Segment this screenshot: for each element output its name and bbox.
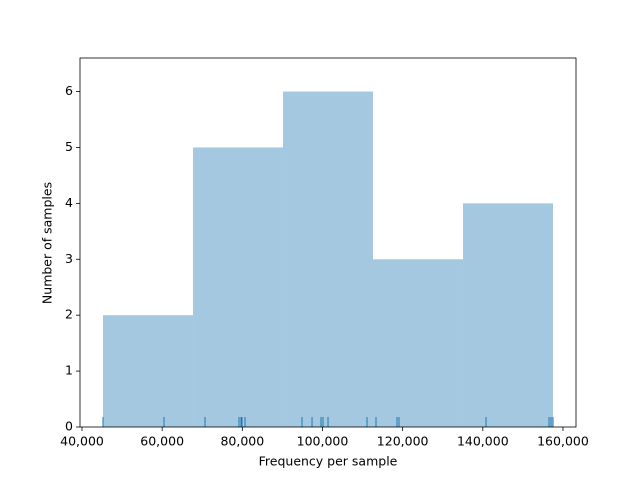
plot-frame (79, 57, 577, 428)
x-tick-label: 120,000 (377, 434, 429, 449)
y-tick-label: 4 (65, 195, 73, 210)
y-tick-label: 0 (65, 419, 73, 434)
x-tick-label: 40,000 (60, 434, 104, 449)
x-tick-label: 100,000 (297, 434, 349, 449)
bar (283, 91, 373, 427)
x-axis-label: Frequency per sample (259, 454, 398, 469)
x-tick-label: 140,000 (457, 434, 509, 449)
x-tick-label: 60,000 (140, 434, 184, 449)
bar (103, 315, 194, 427)
y-tick-label: 2 (65, 307, 73, 322)
bar (193, 147, 284, 428)
bar (463, 203, 554, 427)
y-tick-label: 1 (65, 363, 73, 378)
y-tick-label: 6 (65, 83, 73, 98)
y-tick-label: 3 (65, 251, 73, 266)
y-tick-label: 5 (65, 139, 73, 154)
bar (372, 259, 464, 427)
x-tick-label: 160,000 (537, 434, 589, 449)
x-tick-label: 80,000 (220, 434, 264, 449)
y-axis-label: Number of samples (40, 182, 55, 304)
